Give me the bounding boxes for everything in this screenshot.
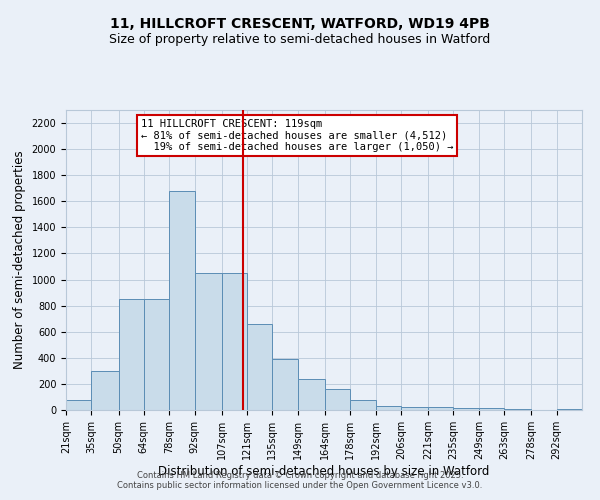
Bar xyxy=(454,408,479,410)
Text: 11, HILLCROFT CRESCENT, WATFORD, WD19 4PB: 11, HILLCROFT CRESCENT, WATFORD, WD19 4P… xyxy=(110,18,490,32)
Bar xyxy=(479,408,504,410)
Bar xyxy=(247,324,272,410)
Text: Size of property relative to semi-detached houses in Watford: Size of property relative to semi-detach… xyxy=(109,32,491,46)
Bar xyxy=(119,299,144,410)
Bar xyxy=(428,408,454,410)
Bar xyxy=(194,273,222,410)
Bar xyxy=(401,408,428,410)
Text: Contains HM Land Registry data © Crown copyright and database right 2025.
Contai: Contains HM Land Registry data © Crown c… xyxy=(118,470,482,490)
Bar xyxy=(169,191,194,410)
Bar xyxy=(350,400,376,410)
Bar xyxy=(272,359,298,410)
Text: 11 HILLCROFT CRESCENT: 119sqm
← 81% of semi-detached houses are smaller (4,512)
: 11 HILLCROFT CRESCENT: 119sqm ← 81% of s… xyxy=(141,119,454,152)
X-axis label: Distribution of semi-detached houses by size in Watford: Distribution of semi-detached houses by … xyxy=(158,464,490,477)
Y-axis label: Number of semi-detached properties: Number of semi-detached properties xyxy=(13,150,26,370)
Bar xyxy=(298,378,325,410)
Bar xyxy=(222,273,247,410)
Bar xyxy=(91,371,119,410)
Bar xyxy=(325,389,350,410)
Bar xyxy=(144,299,169,410)
Bar xyxy=(66,400,91,410)
Bar xyxy=(376,406,401,410)
